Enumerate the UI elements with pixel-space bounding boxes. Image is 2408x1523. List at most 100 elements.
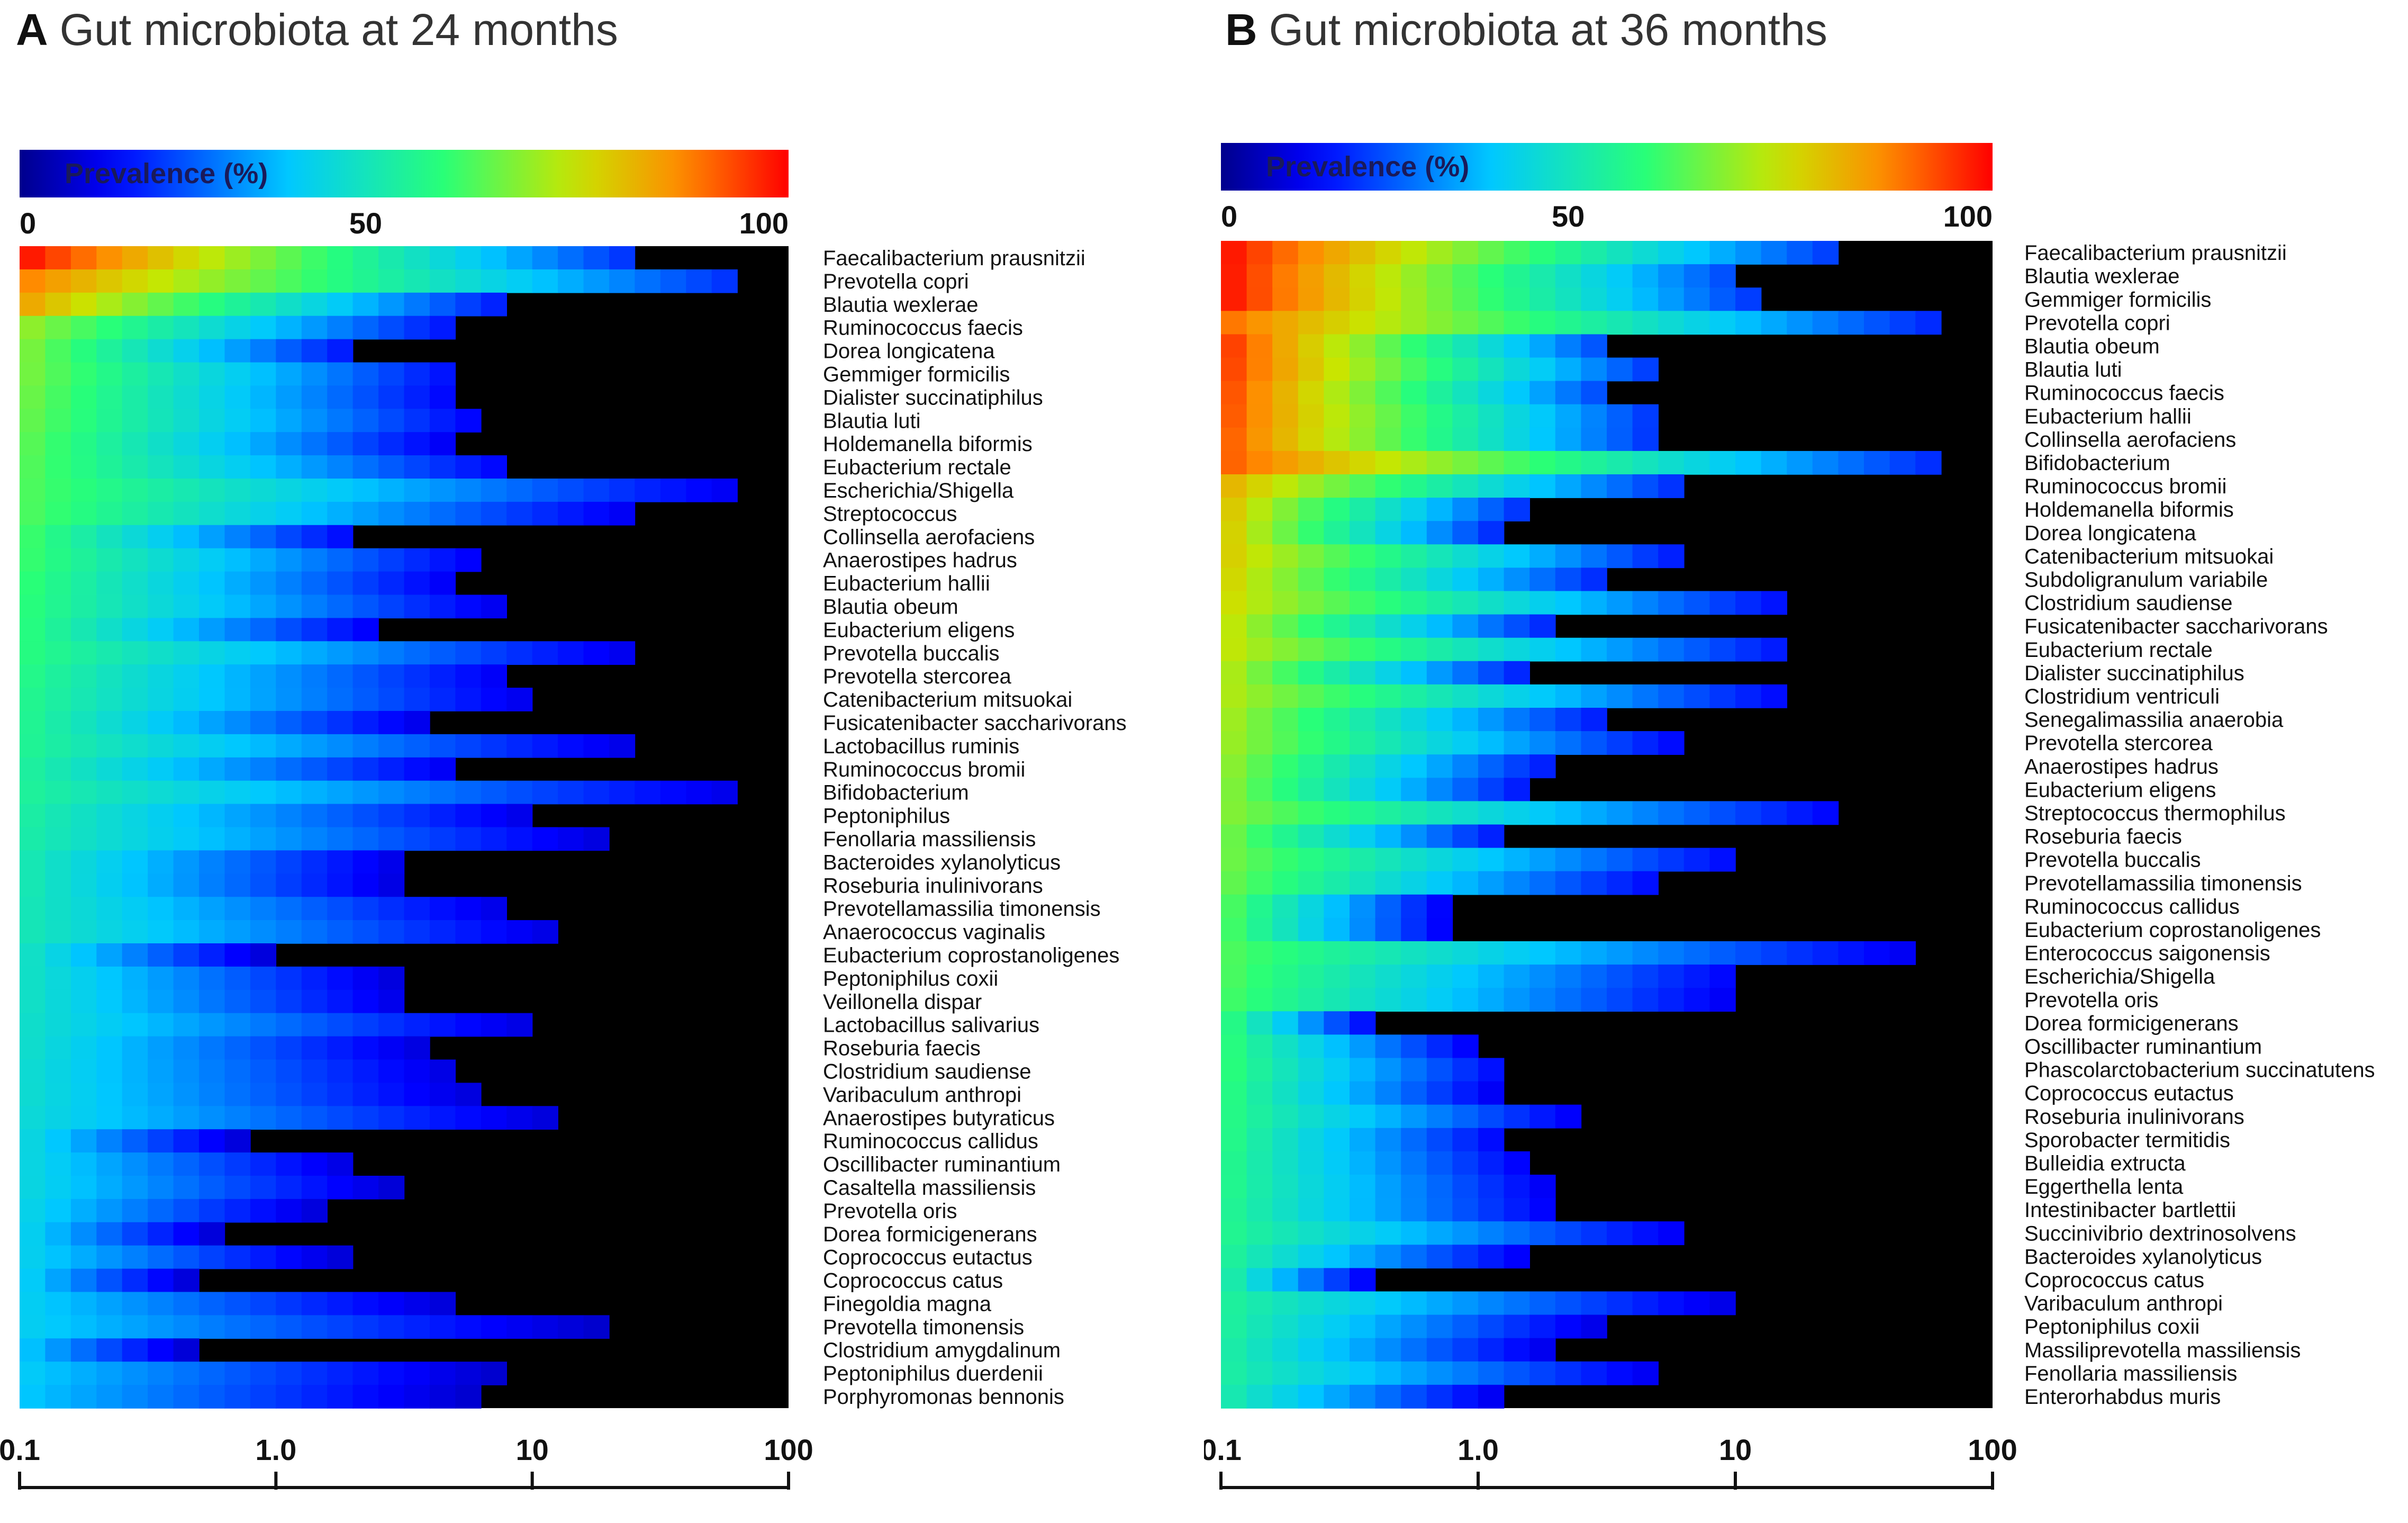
heatmap-cell bbox=[250, 641, 277, 665]
heatmap-cell bbox=[352, 897, 379, 921]
heatmap-cell bbox=[1658, 591, 1685, 615]
heatmap-cell bbox=[301, 269, 328, 293]
heatmap-cell bbox=[1246, 754, 1273, 779]
heatmap-cell bbox=[1581, 1221, 1607, 1246]
heatmap-cell bbox=[122, 1362, 148, 1385]
heatmap-cell bbox=[173, 525, 200, 549]
heatmap-cell bbox=[276, 711, 302, 735]
heatmap-cell bbox=[1401, 1175, 1427, 1198]
heatmap-cell bbox=[224, 827, 251, 851]
heatmap-cell bbox=[1735, 287, 1762, 312]
heatmap-cell bbox=[1272, 684, 1299, 708]
heatmap-cell bbox=[1581, 334, 1607, 358]
heatmap-cell bbox=[352, 292, 379, 317]
heatmap-cell bbox=[70, 966, 97, 990]
heatmap-cell bbox=[276, 246, 302, 270]
heatmap-cell bbox=[70, 827, 97, 851]
heatmap-cell bbox=[224, 455, 251, 479]
heatmap-cell bbox=[1452, 1128, 1479, 1152]
heatmap-cell bbox=[148, 432, 174, 456]
heatmap-cell bbox=[1452, 404, 1479, 428]
heatmap-cell bbox=[1298, 965, 1325, 988]
heatmap-cell bbox=[224, 316, 251, 340]
heatmap-row bbox=[20, 292, 507, 317]
heatmap-cell bbox=[96, 385, 123, 410]
heatmap-cell bbox=[1658, 1291, 1685, 1315]
heatmap-cell bbox=[1426, 661, 1453, 685]
heatmap-cell bbox=[1426, 334, 1453, 358]
heatmap-cell bbox=[20, 850, 46, 875]
heatmap-cell bbox=[1452, 474, 1479, 498]
heatmap-row bbox=[1221, 1291, 1736, 1315]
heatmap-cell bbox=[1298, 684, 1325, 708]
heatmap-cell bbox=[1272, 1011, 1299, 1035]
heatmap-cell bbox=[1272, 427, 1299, 452]
heatmap-cell bbox=[1658, 1221, 1685, 1246]
heatmap-cell bbox=[45, 1268, 71, 1293]
heatmap-cell bbox=[1350, 1314, 1376, 1339]
heatmap-cell bbox=[1401, 521, 1427, 545]
heatmap-cell bbox=[148, 339, 174, 363]
heatmap-cell bbox=[352, 734, 379, 758]
heatmap-cell bbox=[378, 711, 405, 735]
heatmap-cell bbox=[199, 362, 225, 386]
heatmap-cell bbox=[1504, 567, 1530, 592]
heatmap-cell bbox=[1246, 965, 1273, 988]
heatmap-cell bbox=[1401, 1034, 1427, 1059]
heatmap-cell bbox=[1324, 614, 1350, 638]
heatmap-cell bbox=[1683, 1291, 1710, 1315]
heatmap-cell bbox=[173, 594, 200, 619]
heatmap-cell bbox=[1555, 567, 1582, 592]
heatmap-row bbox=[1221, 1384, 1505, 1409]
heatmap-cell bbox=[1504, 965, 1530, 988]
row-label: Holdemanella biformis bbox=[823, 432, 1033, 456]
heatmap-cell bbox=[1298, 357, 1325, 382]
heatmap-cell bbox=[20, 1292, 46, 1316]
heatmap-cell bbox=[1504, 544, 1530, 569]
heatmap-cell bbox=[1221, 778, 1247, 802]
heatmap-cell bbox=[148, 571, 174, 596]
heatmap-cell bbox=[1478, 637, 1505, 662]
heatmap-cell bbox=[301, 548, 328, 572]
heatmap-cell bbox=[1221, 591, 1247, 615]
heatmap-cell bbox=[1478, 661, 1505, 685]
heatmap-cell bbox=[1478, 287, 1505, 312]
heatmap-cell bbox=[250, 920, 277, 944]
heatmap-cell bbox=[1221, 287, 1247, 312]
heatmap-row bbox=[20, 711, 430, 735]
heatmap-cell bbox=[1632, 1361, 1659, 1385]
heatmap-cell bbox=[1246, 450, 1273, 475]
heatmap-cell bbox=[96, 897, 123, 921]
heatmap-cell bbox=[1504, 731, 1530, 755]
heatmap-cell bbox=[506, 804, 533, 828]
heatmap-cell bbox=[1452, 871, 1479, 895]
heatmap-cell bbox=[199, 269, 225, 293]
heatmap-cell bbox=[455, 641, 482, 665]
heatmap-cell bbox=[20, 1036, 46, 1060]
heatmap-cell bbox=[429, 734, 456, 758]
heatmap-cell bbox=[1272, 1128, 1299, 1152]
heatmap-cell bbox=[20, 989, 46, 1014]
heatmap-cell bbox=[1375, 474, 1401, 498]
heatmap-cell bbox=[1298, 1338, 1325, 1362]
heatmap-cell bbox=[1478, 1384, 1505, 1409]
heatmap-row bbox=[1221, 871, 1659, 895]
heatmap-cell bbox=[1246, 521, 1273, 545]
heatmap-cell bbox=[173, 339, 200, 363]
heatmap-cell bbox=[1529, 871, 1556, 895]
heatmap-cell bbox=[1298, 988, 1325, 1012]
heatmap-cell bbox=[1221, 1011, 1247, 1035]
heatmap-cell bbox=[378, 1106, 405, 1130]
heatmap-cell bbox=[173, 897, 200, 921]
heatmap-cell bbox=[1401, 731, 1427, 755]
heatmap-cell bbox=[1581, 684, 1607, 708]
heatmap-cell bbox=[122, 618, 148, 642]
heatmap-cell bbox=[45, 1222, 71, 1246]
heatmap-cell bbox=[1350, 684, 1376, 708]
heatmap-cell bbox=[148, 804, 174, 828]
heatmap-cell bbox=[1221, 988, 1247, 1012]
heatmap-row bbox=[20, 455, 507, 479]
heatmap-cell bbox=[481, 269, 507, 293]
heatmap-cell bbox=[1401, 334, 1427, 358]
heatmap-row bbox=[20, 1013, 533, 1037]
